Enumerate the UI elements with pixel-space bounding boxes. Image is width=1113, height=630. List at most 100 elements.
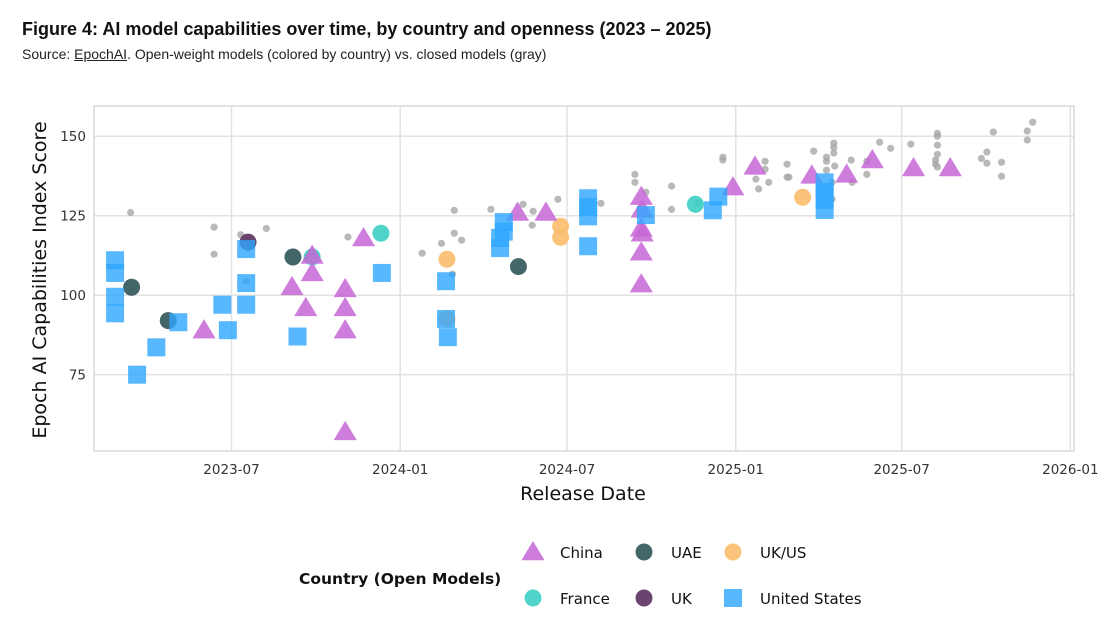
data-point bbox=[703, 201, 722, 220]
x-tick-label: 2024-07 bbox=[539, 462, 595, 478]
axis-ticks: 75 100 125 150 2023-07 2024-01 2024-07 2025-01 2… bbox=[60, 129, 1098, 478]
data-point bbox=[629, 273, 653, 293]
x-tick-label: 2023-07 bbox=[203, 462, 259, 478]
data-point bbox=[1029, 118, 1037, 126]
data-point bbox=[344, 233, 352, 241]
data-point bbox=[552, 228, 570, 246]
data-point bbox=[830, 143, 838, 151]
subtitle-text: . Open-weight models (colored by country… bbox=[127, 46, 547, 62]
x-tick-label: 2024-01 bbox=[372, 462, 428, 478]
legend-label-china: China bbox=[560, 544, 603, 562]
data-points bbox=[106, 118, 1037, 441]
data-point bbox=[1023, 136, 1031, 144]
data-point bbox=[438, 250, 456, 268]
data-point bbox=[351, 226, 376, 247]
data-point bbox=[300, 261, 324, 282]
data-point bbox=[815, 200, 834, 219]
data-point bbox=[106, 287, 125, 306]
figure-subtitle: Source: EpochAI. Open-weight models (col… bbox=[22, 46, 546, 62]
y-tick-label: 100 bbox=[60, 288, 86, 304]
data-point bbox=[863, 170, 871, 178]
x-tick-label: 2026-01 bbox=[1042, 462, 1098, 478]
data-point bbox=[977, 154, 986, 163]
data-point bbox=[765, 178, 773, 186]
data-point bbox=[709, 187, 728, 206]
data-point bbox=[213, 295, 232, 314]
data-point bbox=[938, 157, 962, 177]
series-united-states bbox=[106, 173, 834, 384]
subtitle-prefix: Source: bbox=[22, 46, 75, 62]
legend-label-uk: UK bbox=[671, 590, 693, 608]
legend-label-united-states: United States bbox=[760, 590, 862, 608]
data-point bbox=[835, 163, 859, 183]
data-point bbox=[437, 310, 456, 329]
data-point bbox=[629, 241, 653, 261]
data-point bbox=[997, 158, 1006, 166]
data-point bbox=[597, 199, 605, 207]
data-point bbox=[284, 248, 302, 266]
data-point bbox=[237, 295, 256, 314]
gridlines bbox=[94, 106, 1074, 451]
series-gray bbox=[127, 118, 1037, 285]
data-point bbox=[218, 321, 237, 340]
data-point bbox=[528, 221, 536, 229]
legend-key-uae bbox=[635, 543, 653, 561]
y-tick-label: 75 bbox=[69, 368, 86, 384]
source-link[interactable]: EpochAI bbox=[74, 46, 128, 62]
data-point bbox=[933, 150, 942, 158]
legend-key-uk bbox=[635, 589, 653, 607]
data-point bbox=[294, 296, 318, 317]
data-point bbox=[887, 144, 895, 152]
legend-title: Country (Open Models) bbox=[299, 570, 501, 588]
data-point bbox=[147, 338, 166, 357]
data-point bbox=[743, 155, 767, 175]
data-point bbox=[761, 157, 769, 165]
data-point bbox=[719, 153, 727, 161]
data-point bbox=[579, 207, 598, 226]
data-point bbox=[534, 201, 558, 221]
data-point bbox=[192, 319, 216, 339]
data-point bbox=[529, 207, 537, 215]
legend-key-uk-us bbox=[724, 543, 742, 561]
data-point bbox=[860, 149, 884, 169]
data-point bbox=[847, 156, 855, 164]
data-point bbox=[418, 249, 426, 257]
figure-title: Figure 4: AI model capabilities over tim… bbox=[22, 19, 712, 39]
series-uae bbox=[123, 248, 527, 330]
data-point bbox=[933, 132, 942, 140]
data-point bbox=[450, 206, 458, 214]
data-point bbox=[907, 140, 915, 148]
legend-label-uk-us: UK/US bbox=[760, 544, 806, 562]
data-point bbox=[794, 188, 812, 206]
data-point bbox=[810, 147, 818, 155]
data-point bbox=[437, 239, 446, 247]
plot-panel bbox=[93, 105, 1075, 452]
legend-label-france: France bbox=[560, 590, 610, 608]
data-point bbox=[630, 222, 654, 242]
data-point bbox=[902, 157, 926, 177]
legend-key-united-states bbox=[724, 589, 742, 607]
data-point bbox=[933, 163, 942, 171]
data-point bbox=[262, 224, 270, 233]
data-point bbox=[667, 182, 676, 190]
data-point bbox=[106, 263, 125, 282]
legend-label-uae: UAE bbox=[671, 544, 702, 562]
legend-key-france bbox=[524, 589, 542, 607]
data-point bbox=[458, 236, 466, 244]
data-point bbox=[106, 304, 125, 323]
data-point bbox=[629, 185, 653, 205]
x-tick-label: 2025-01 bbox=[708, 462, 764, 478]
data-point bbox=[785, 173, 793, 181]
data-point bbox=[450, 229, 458, 237]
data-point bbox=[831, 162, 839, 170]
data-point bbox=[288, 327, 307, 346]
data-point bbox=[123, 278, 141, 296]
data-point bbox=[519, 200, 527, 208]
series-china bbox=[192, 149, 962, 441]
data-point bbox=[280, 275, 304, 296]
data-point bbox=[631, 178, 639, 186]
data-point bbox=[491, 239, 510, 258]
data-point bbox=[127, 208, 135, 217]
data-point bbox=[752, 175, 760, 183]
data-point bbox=[333, 296, 357, 317]
